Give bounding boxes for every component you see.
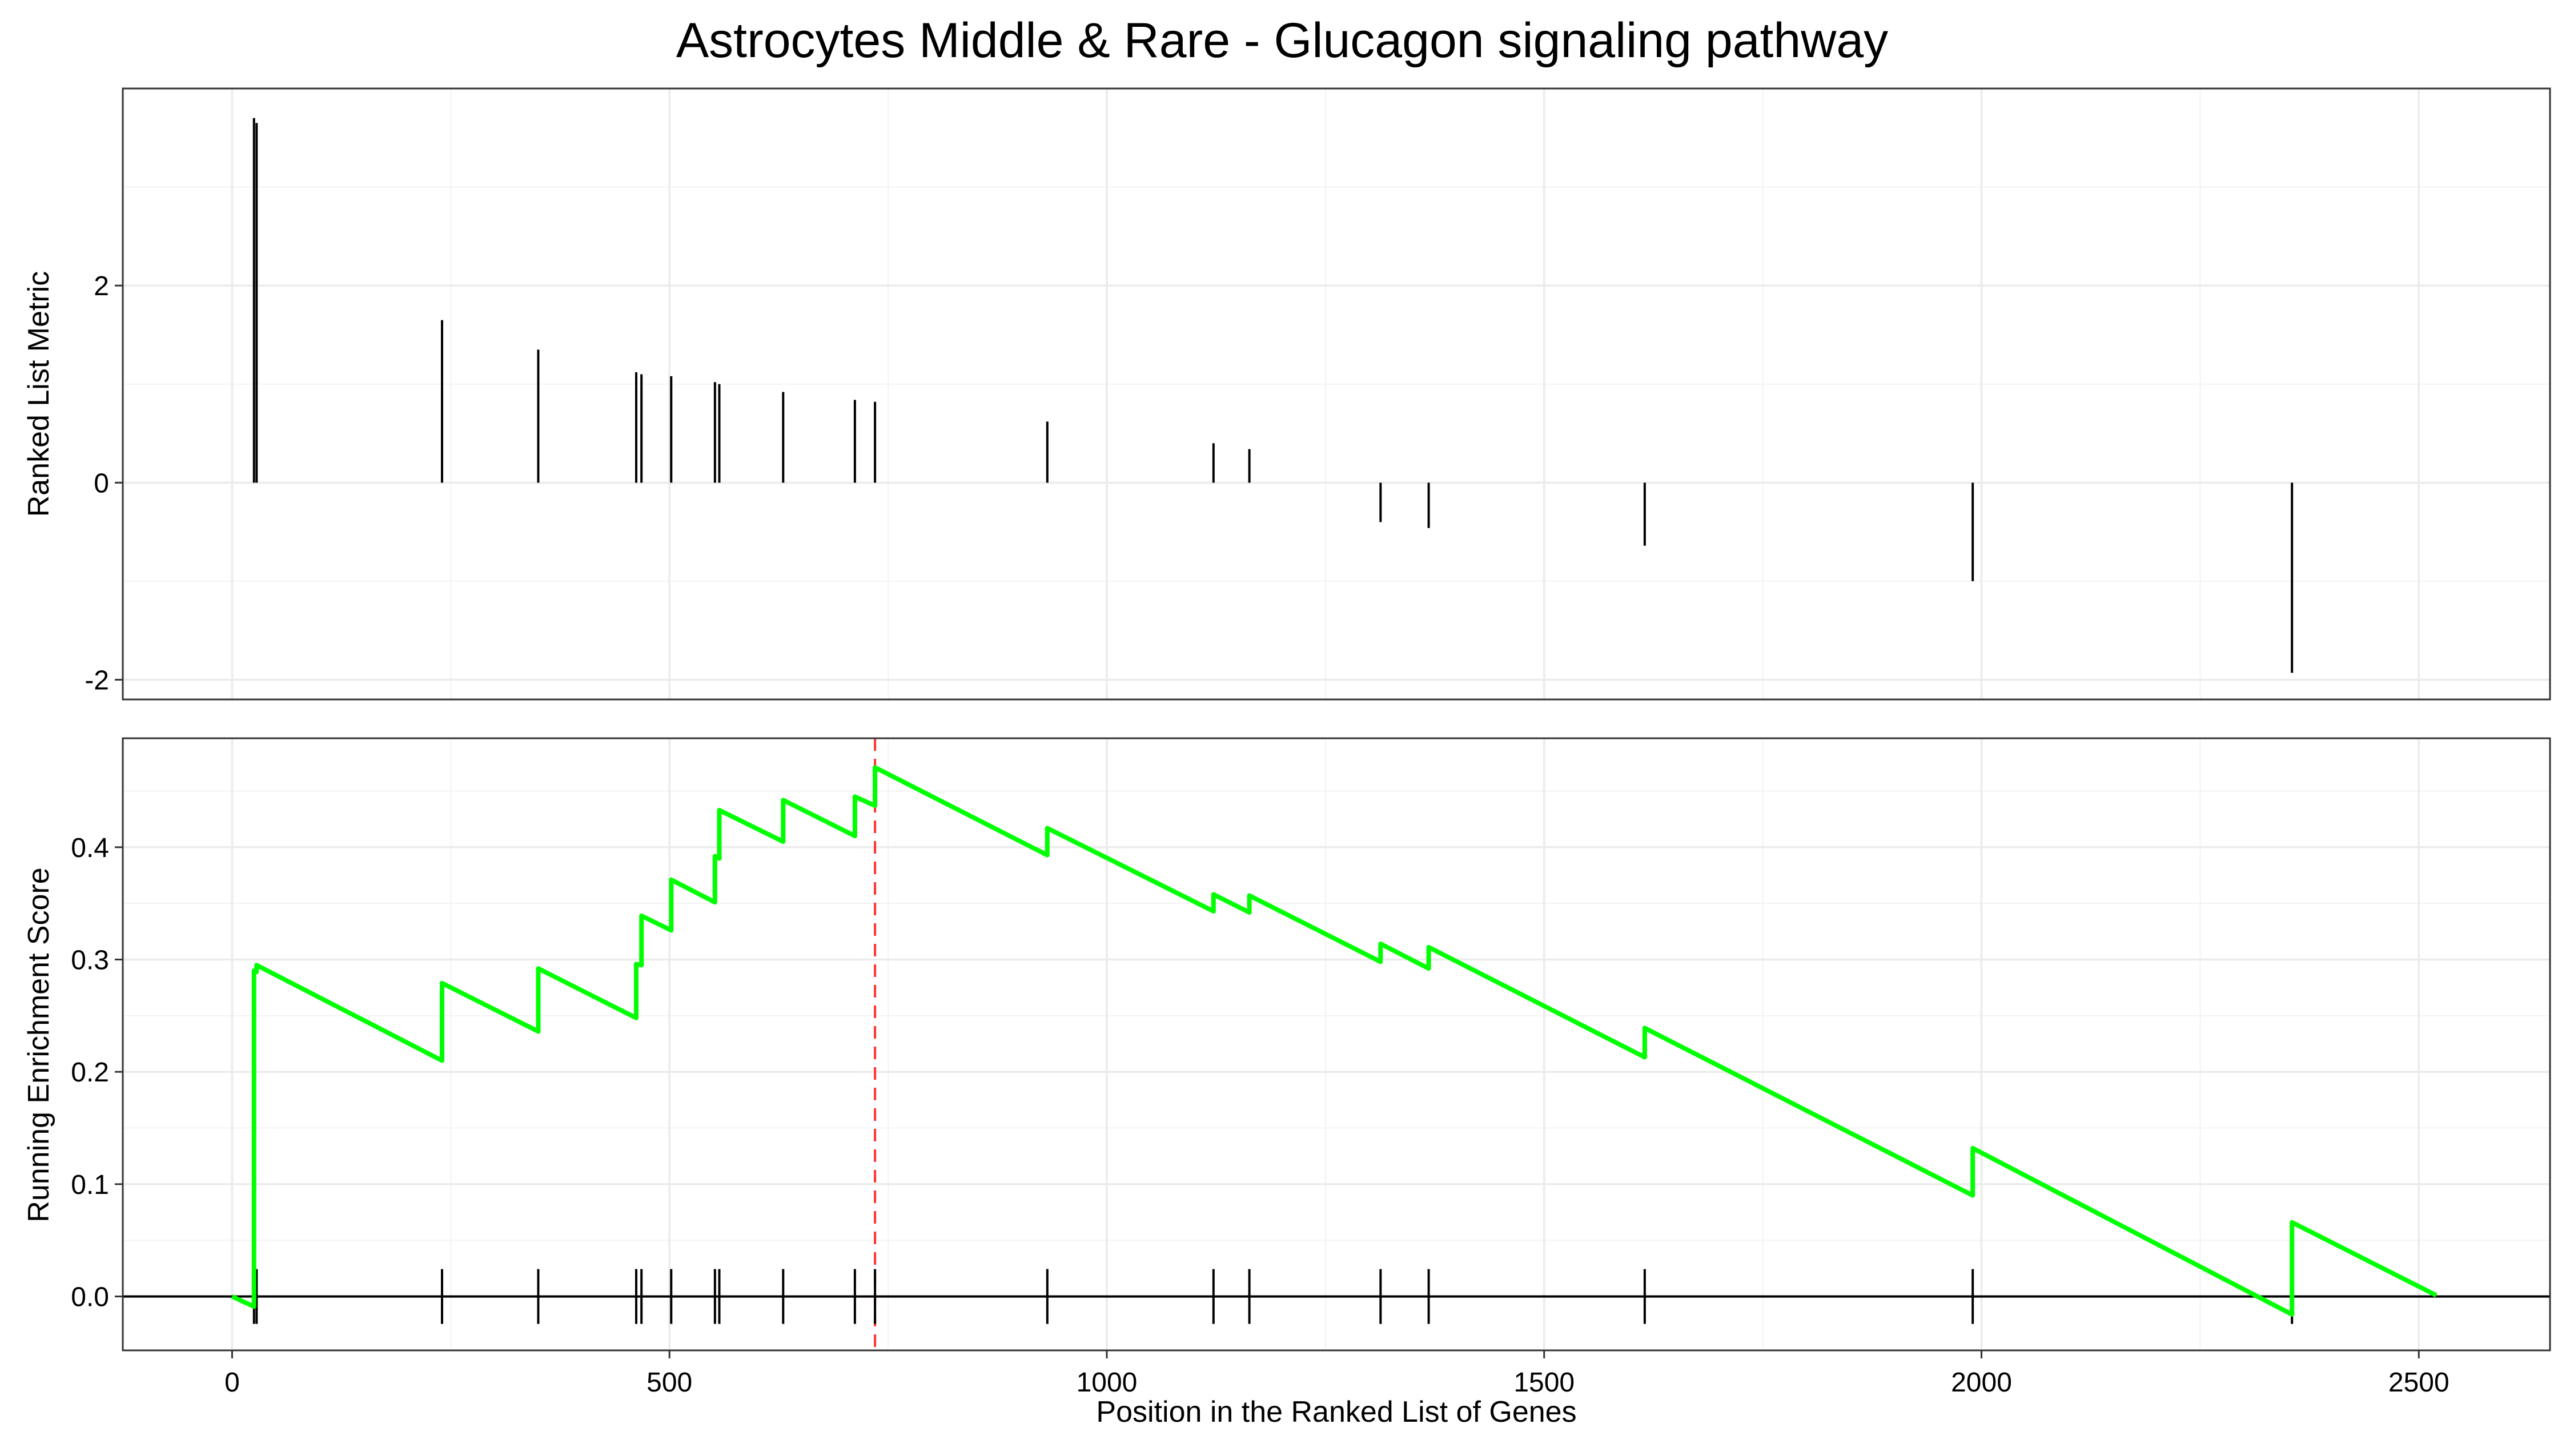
ranked-metric-bars	[252, 118, 2294, 673]
bottom-y-tick-label: 0.1	[71, 1170, 109, 1200]
x-tick-label: 500	[646, 1367, 692, 1398]
running-enrichment-score-line	[231, 765, 2438, 1317]
top-y-tick-label: 2	[94, 271, 109, 301]
x-axis-title: Position in the Ranked List of Genes	[1096, 1395, 1576, 1429]
bottom-y-axis: 0.0 0.1 0.2 0.3 0.4	[71, 833, 123, 1313]
top-y-tick-label: 0	[94, 468, 109, 498]
top-y-axis-title: Ranked List Metric	[22, 271, 55, 517]
top-panel: -2 0 2 Ranked List Metric	[22, 87, 2551, 701]
top-panel-grid	[123, 89, 2550, 699]
bottom-y-axis-title: Running Enrichment Score	[22, 867, 55, 1222]
bottom-y-tick-label: 0.0	[71, 1282, 109, 1313]
bottom-y-tick-label: 0.2	[71, 1057, 109, 1088]
x-tick-label: 1500	[1513, 1367, 1575, 1398]
bottom-panel-border	[122, 737, 2551, 1352]
x-tick-label: 1000	[1077, 1367, 1138, 1398]
bottom-panel: 0.0 0.1 0.2 0.3 0.4 Running Enrichment Score	[22, 737, 2551, 1352]
chart-title: Astrocytes Middle & Rare - Glucagon sign…	[676, 13, 1888, 68]
top-y-axis: -2 0 2	[85, 271, 123, 695]
x-tick-label: 0	[224, 1367, 240, 1398]
bottom-y-tick-label: 0.4	[71, 833, 109, 863]
top-y-tick-label: -2	[85, 665, 109, 695]
x-tick-label: 2500	[2388, 1367, 2449, 1398]
x-axis: 0 500 1000 1500 2000 2500	[224, 1350, 2449, 1398]
bottom-panel-background	[122, 737, 2551, 1352]
x-tick-label: 2000	[1951, 1367, 2012, 1398]
top-panel-border	[122, 87, 2551, 701]
bottom-y-tick-label: 0.3	[71, 945, 109, 975]
top-panel-background	[122, 87, 2551, 701]
